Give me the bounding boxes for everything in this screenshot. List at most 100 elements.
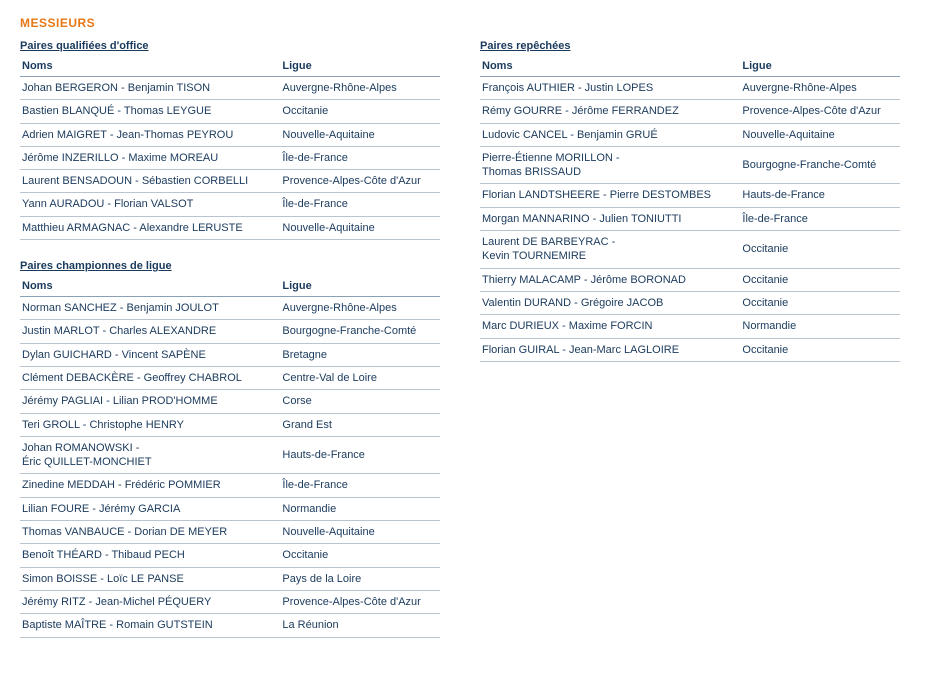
cell-noms: Thomas VANBAUCE - Dorian DE MEYER	[20, 521, 280, 544]
left-column: Paires qualifiées d'office Noms Ligue Jo…	[20, 40, 440, 658]
table-qualified: Paires qualifiées d'office Noms Ligue Jo…	[20, 40, 440, 240]
th-ligue: Ligue	[280, 276, 440, 297]
cell-noms: Johan ROMANOWSKI - Éric QUILLET-MONCHIET	[20, 436, 280, 474]
table-row: Florian LANDTSHEERE - Pierre DESTOMBESHa…	[480, 184, 900, 207]
cell-noms: Yann AURADOU - Florian VALSOT	[20, 193, 280, 216]
cell-ligue: Centre-Val de Loire	[280, 366, 440, 389]
table-row: Jérôme INZERILLO - Maxime MOREAUÎle-de-F…	[20, 146, 440, 169]
table-champions-table: Noms Ligue Norman SANCHEZ - Benjamin JOU…	[20, 276, 440, 637]
table-row: Matthieu ARMAGNAC - Alexandre LERUSTENou…	[20, 216, 440, 239]
cell-ligue: Nouvelle-Aquitaine	[280, 123, 440, 146]
cell-ligue: Nouvelle-Aquitaine	[280, 521, 440, 544]
table-champions: Paires championnes de ligue Noms Ligue N…	[20, 260, 440, 637]
cell-ligue: Nouvelle-Aquitaine	[740, 123, 900, 146]
cell-ligue: Bretagne	[280, 343, 440, 366]
table-qualified-table: Noms Ligue Johan BERGERON - Benjamin TIS…	[20, 56, 440, 240]
table-row: Yann AURADOU - Florian VALSOTÎle-de-Fran…	[20, 193, 440, 216]
cell-ligue: Nouvelle-Aquitaine	[280, 216, 440, 239]
cell-ligue: Pays de la Loire	[280, 567, 440, 590]
table-row: Ludovic CANCEL - Benjamin GRUÉNouvelle-A…	[480, 123, 900, 146]
cell-noms: François AUTHIER - Justin LOPES	[480, 77, 740, 100]
cell-noms: Jérôme INZERILLO - Maxime MOREAU	[20, 146, 280, 169]
table-row: Jérémy RITZ - Jean-Michel PÉQUERYProvenc…	[20, 590, 440, 613]
table-row: Zinedine MEDDAH - Frédéric POMMIERÎle-de…	[20, 474, 440, 497]
cell-ligue: Corse	[280, 390, 440, 413]
table-row: Adrien MAIGRET - Jean-Thomas PEYROUNouve…	[20, 123, 440, 146]
cell-ligue: Occitanie	[740, 338, 900, 361]
cell-ligue: Auvergne-Rhône-Alpes	[280, 77, 440, 100]
table-qualified-title: Paires qualifiées d'office	[20, 40, 440, 52]
cell-noms: Baptiste MAÎTRE - Romain GUTSTEIN	[20, 614, 280, 637]
cell-noms: Benoît THÉARD - Thibaud PECH	[20, 544, 280, 567]
table-row: Laurent DE BARBEYRAC - Kevin TOURNEMIREO…	[480, 231, 900, 269]
table-repechees-table: Noms Ligue François AUTHIER - Justin LOP…	[480, 56, 900, 362]
cell-ligue: Occitanie	[280, 100, 440, 123]
table-row: Baptiste MAÎTRE - Romain GUTSTEINLa Réun…	[20, 614, 440, 637]
table-row: Dylan GUICHARD - Vincent SAPÈNEBretagne	[20, 343, 440, 366]
right-column: Paires repêchées Noms Ligue François AUT…	[480, 40, 900, 382]
th-ligue: Ligue	[740, 56, 900, 77]
cell-ligue: Grand Est	[280, 413, 440, 436]
cell-ligue: Auvergne-Rhône-Alpes	[280, 297, 440, 320]
table-row: Lilian FOURE - Jérémy GARCIANormandie	[20, 497, 440, 520]
cell-ligue: Bourgogne-Franche-Comté	[740, 146, 900, 184]
cell-noms: Florian LANDTSHEERE - Pierre DESTOMBES	[480, 184, 740, 207]
table-row: Johan ROMANOWSKI - Éric QUILLET-MONCHIET…	[20, 436, 440, 474]
tbody-repechees: François AUTHIER - Justin LOPESAuvergne-…	[480, 77, 900, 362]
cell-ligue: Île-de-France	[280, 193, 440, 216]
cell-ligue: Occitanie	[740, 231, 900, 269]
table-row: Laurent BENSADOUN - Sébastien CORBELLIPr…	[20, 170, 440, 193]
section-title: MESSIEURS	[20, 16, 908, 30]
cell-noms: Justin MARLOT - Charles ALEXANDRE	[20, 320, 280, 343]
columns-wrapper: Paires qualifiées d'office Noms Ligue Jo…	[20, 40, 908, 658]
cell-noms: Simon BOISSE - Loïc LE PANSE	[20, 567, 280, 590]
th-ligue: Ligue	[280, 56, 440, 77]
table-row: Rémy GOURRE - Jérôme FERRANDEZProvence-A…	[480, 100, 900, 123]
cell-noms: Adrien MAIGRET - Jean-Thomas PEYROU	[20, 123, 280, 146]
cell-noms: Jérémy PAGLIAI - Lilian PROD'HOMME	[20, 390, 280, 413]
table-repechees-title: Paires repêchées	[480, 40, 900, 52]
table-row: Jérémy PAGLIAI - Lilian PROD'HOMMECorse	[20, 390, 440, 413]
cell-noms: Marc DURIEUX - Maxime FORCIN	[480, 315, 740, 338]
table-row: Thierry MALACAMP - Jérôme BORONADOccitan…	[480, 268, 900, 291]
cell-ligue: Île-de-France	[280, 474, 440, 497]
table-row: Pierre-Étienne MORILLON - Thomas BRISSAU…	[480, 146, 900, 184]
cell-noms: Rémy GOURRE - Jérôme FERRANDEZ	[480, 100, 740, 123]
cell-noms: Clément DEBACKÈRE - Geoffrey CHABROL	[20, 366, 280, 389]
cell-noms: Norman SANCHEZ - Benjamin JOULOT	[20, 297, 280, 320]
table-row: Justin MARLOT - Charles ALEXANDREBourgog…	[20, 320, 440, 343]
table-repechees: Paires repêchées Noms Ligue François AUT…	[480, 40, 900, 362]
cell-noms: Lilian FOURE - Jérémy GARCIA	[20, 497, 280, 520]
table-row: Florian GUIRAL - Jean-Marc LAGLOIREOccit…	[480, 338, 900, 361]
table-row: Benoît THÉARD - Thibaud PECHOccitanie	[20, 544, 440, 567]
table-row: Valentin DURAND - Grégoire JACOBOccitani…	[480, 291, 900, 314]
cell-noms: Pierre-Étienne MORILLON - Thomas BRISSAU…	[480, 146, 740, 184]
cell-noms: Laurent BENSADOUN - Sébastien CORBELLI	[20, 170, 280, 193]
table-row: Thomas VANBAUCE - Dorian DE MEYERNouvell…	[20, 521, 440, 544]
cell-noms: Jérémy RITZ - Jean-Michel PÉQUERY	[20, 590, 280, 613]
cell-noms: Florian GUIRAL - Jean-Marc LAGLOIRE	[480, 338, 740, 361]
table-row: Bastien BLANQUÉ - Thomas LEYGUEOccitanie	[20, 100, 440, 123]
table-row: Marc DURIEUX - Maxime FORCINNormandie	[480, 315, 900, 338]
table-row: Teri GROLL - Christophe HENRYGrand Est	[20, 413, 440, 436]
cell-ligue: Provence-Alpes-Côte d'Azur	[280, 590, 440, 613]
cell-noms: Valentin DURAND - Grégoire JACOB	[480, 291, 740, 314]
table-row: Norman SANCHEZ - Benjamin JOULOTAuvergne…	[20, 297, 440, 320]
tbody-champions: Norman SANCHEZ - Benjamin JOULOTAuvergne…	[20, 297, 440, 637]
th-noms: Noms	[480, 56, 740, 77]
cell-ligue: Provence-Alpes-Côte d'Azur	[280, 170, 440, 193]
cell-noms: Dylan GUICHARD - Vincent SAPÈNE	[20, 343, 280, 366]
th-noms: Noms	[20, 276, 280, 297]
cell-noms: Teri GROLL - Christophe HENRY	[20, 413, 280, 436]
cell-ligue: La Réunion	[280, 614, 440, 637]
cell-ligue: Île-de-France	[280, 146, 440, 169]
cell-ligue: Occitanie	[280, 544, 440, 567]
cell-noms: Bastien BLANQUÉ - Thomas LEYGUE	[20, 100, 280, 123]
cell-ligue: Auvergne-Rhône-Alpes	[740, 77, 900, 100]
cell-noms: Johan BERGERON - Benjamin TISON	[20, 77, 280, 100]
cell-ligue: Normandie	[280, 497, 440, 520]
cell-ligue: Normandie	[740, 315, 900, 338]
cell-noms: Zinedine MEDDAH - Frédéric POMMIER	[20, 474, 280, 497]
cell-noms: Thierry MALACAMP - Jérôme BORONAD	[480, 268, 740, 291]
table-row: Johan BERGERON - Benjamin TISONAuvergne-…	[20, 77, 440, 100]
